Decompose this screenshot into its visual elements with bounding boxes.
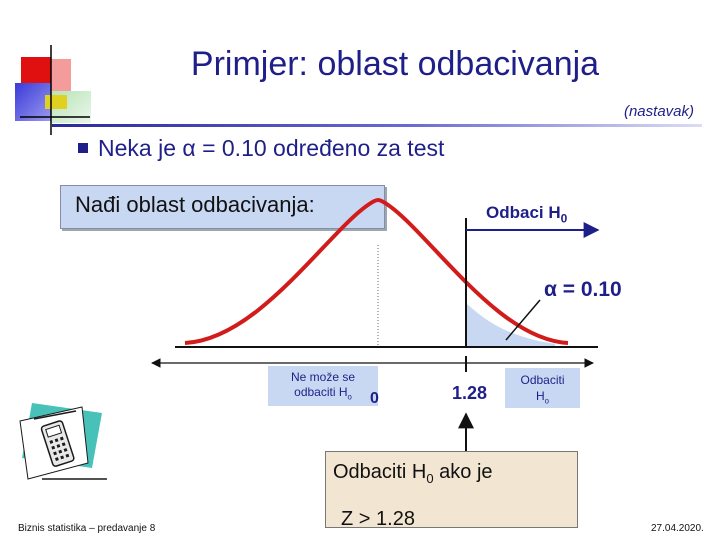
bullet-text-post: = 0.10 određeno za test (202, 135, 445, 161)
reject-region-label: Odbaciti Ho (505, 368, 580, 408)
answer-line1-pre: Odbaciti H (333, 461, 427, 483)
answer-line1-post: ako je (433, 461, 493, 483)
title-divider (52, 124, 702, 127)
bullet-item: Neka je α = 0.10 određeno za test (78, 135, 444, 162)
find-region-text: Nađi oblast odbacivanja: (75, 192, 315, 217)
reject-small-line2: Ho (505, 388, 580, 409)
cannot-reject-line2: odbaciti Ho (268, 385, 378, 404)
find-region-box: Nađi oblast odbacivanja: (60, 185, 385, 229)
reject-small-subscript: o (544, 396, 549, 406)
answer-line1-subscript: 0 (426, 471, 434, 486)
reject-h0-text: Odbaci H (486, 203, 561, 222)
footer-date: 27.04.2020. (651, 523, 704, 534)
bell-curve (184, 197, 569, 345)
reject-small-line1: Odbaciti (520, 373, 565, 387)
cannot-reject-region-label: Ne može se odbaciti Ho (268, 366, 378, 406)
cannot-reject-subscript: o (347, 392, 352, 402)
reject-h0-subscript: 0 (560, 211, 568, 226)
reject-h0-label: Odbaci H0 (486, 203, 567, 225)
slide-subtitle: (nastavak) (623, 103, 694, 120)
alpha-symbol-label: α (544, 278, 557, 301)
reject-small-text: H (535, 389, 545, 403)
zero-tick-label: 0 (370, 390, 379, 407)
square-bullet-icon (78, 143, 88, 153)
cannot-reject-text: odbaciti H (294, 385, 348, 399)
alpha-pointer (505, 299, 541, 341)
footer-course: Biznis statistika – predavanje 8 (18, 523, 156, 534)
cannot-reject-line1: Ne može se (290, 370, 356, 384)
calculator-clipart-icon (19, 403, 107, 480)
rejection-region-fill (466, 303, 555, 346)
alpha-value-label: α = 0.10 (544, 278, 622, 302)
alpha-symbol: α (182, 135, 196, 161)
answer-line2: Z > 1.28 (341, 508, 415, 530)
answer-box: Odbaciti H0 ako je Z > 1.28 (325, 451, 578, 530)
alpha-value-text: = 0.10 (562, 278, 622, 301)
bullet-text-pre: Neka je (98, 135, 176, 161)
answer-line1: Odbaciti H0 ako je (333, 461, 493, 486)
slide-title: Primjer: oblast odbacivanja (190, 45, 600, 83)
corner-decoration (15, 45, 91, 135)
critical-value-label: 1.28 (452, 383, 488, 403)
